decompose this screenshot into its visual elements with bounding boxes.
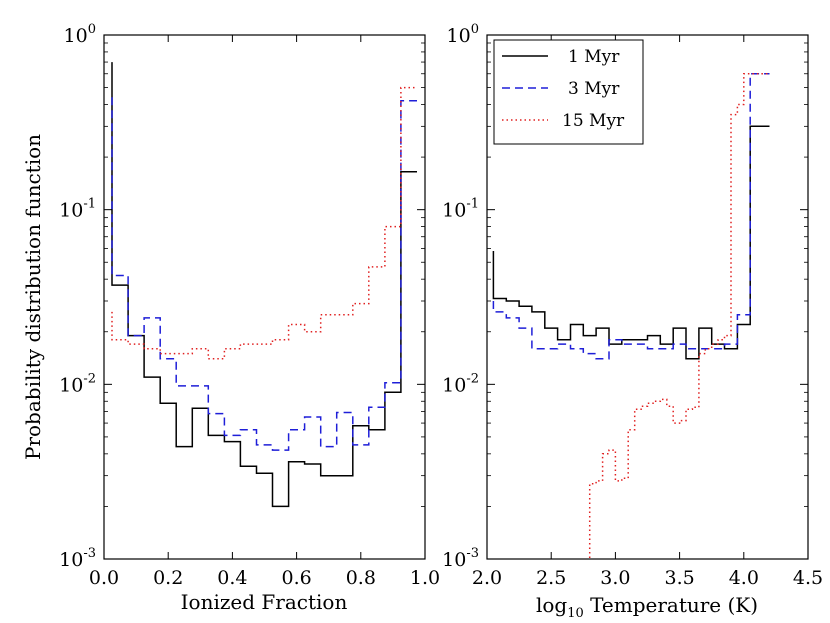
x-tick-label-1-1: 2.5 (536, 567, 566, 589)
y-tick-label-0-2: 10-2 (59, 371, 96, 396)
legend-label-1myr: 1 Myr (568, 47, 620, 67)
x-tick-label-0-3: 0.6 (281, 567, 311, 589)
legend-label-3myr: 3 Myr (568, 79, 620, 99)
y-tick-label-1-0: 100 (447, 22, 479, 47)
y-tick-label-1-3: 10-3 (442, 546, 479, 571)
xlabel-log: log (536, 593, 567, 617)
series-line-1-0 (492, 125, 770, 360)
y-tick-label-0-3: 10-3 (59, 546, 96, 571)
x-tick-label-1-3: 3.5 (664, 567, 694, 589)
x-tick-label-0-0: 0.0 (89, 567, 119, 589)
x-axis-label-right: log10 Temperature (K) (536, 593, 758, 621)
x-tick-label-0-4: 0.8 (346, 567, 376, 589)
series-line-1-1 (492, 72, 770, 360)
legend-box (493, 39, 644, 145)
ticks-left: 0.0 0.2 0.4 0.6 0.8 1.0 100 10-1 10-2 10-3 (59, 22, 440, 589)
series-line-1-2 (588, 72, 770, 559)
y-axis-label: Probability distribution function (21, 134, 45, 460)
series-group-right (492, 72, 770, 559)
ticks-right: 2.0 2.5 3.0 3.5 4.0 4.5 100 10-1 10-2 10-3 (442, 22, 823, 589)
x-tick-label-1-5: 4.5 (793, 567, 823, 589)
y-tick-label-1-2: 10-2 (442, 371, 479, 396)
series-line-0-2 (111, 86, 417, 360)
legend-label-15myr: 15 Myr (562, 111, 625, 131)
plot-frame-left (103, 34, 426, 560)
series-line-0-0 (111, 62, 417, 508)
x-axis-label-left: Ionized Fraction (181, 590, 348, 614)
panel-temperature: 2.0 2.5 3.0 3.5 4.0 4.5 100 10-1 10-2 10-3 log10 … (442, 22, 823, 621)
y-tick-label-0-0: 100 (64, 22, 96, 47)
panel-ionized-fraction: 0.0 0.2 0.4 0.6 0.8 1.0 100 10-1 10-2 10-3 Ionize… (21, 22, 440, 614)
x-tick-label-1-4: 4.0 (729, 567, 759, 589)
series-group-left (111, 62, 417, 508)
xlabel-sub: 10 (567, 606, 584, 621)
legend: 1 Myr 3 Myr 15 Myr (493, 39, 644, 145)
x-tick-label-0-2: 0.4 (217, 567, 247, 589)
y-tick-label-1-1: 10-1 (442, 197, 479, 222)
x-tick-label-1-2: 3.0 (600, 567, 630, 589)
y-tick-label-0-1: 10-1 (59, 197, 96, 222)
series-line-0-1 (111, 97, 417, 451)
x-tick-label-0-5: 1.0 (410, 567, 440, 589)
plot-frame-right (486, 34, 809, 560)
xlabel-rest: Temperature (K) (584, 593, 758, 617)
x-tick-label-0-1: 0.2 (153, 567, 183, 589)
x-tick-label-1-0: 2.0 (472, 567, 502, 589)
